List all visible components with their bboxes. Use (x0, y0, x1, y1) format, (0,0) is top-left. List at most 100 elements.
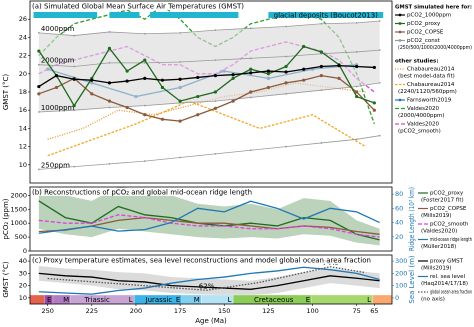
y2-tick-label: 100 (395, 282, 407, 290)
series-marker (249, 71, 253, 75)
series-marker (214, 59, 217, 62)
period-label: Triassic (83, 296, 110, 304)
x-tick-label: 150 (218, 307, 230, 315)
legend-label: rel. sea level (430, 274, 465, 280)
series-marker (37, 49, 41, 53)
y-tick-label: 0 (23, 247, 27, 255)
y-tick-label: 18 (19, 88, 27, 96)
x-tick-label: 200 (130, 307, 142, 315)
panel-title: (c) Proxy temperature estimates, sea lev… (32, 256, 371, 264)
legend-note: (Mills2019) (421, 213, 451, 219)
series-marker (107, 46, 112, 50)
series-marker (160, 85, 165, 90)
series-marker (214, 152, 217, 155)
series-marker (108, 61, 111, 64)
period-label: Jurassic (145, 296, 173, 304)
series-marker (249, 57, 252, 60)
series-marker (355, 64, 359, 69)
legend-label: pCO2_1000ppm (407, 13, 451, 19)
series-marker (285, 55, 287, 58)
series-marker (378, 49, 381, 52)
series-marker (285, 92, 287, 95)
series-marker (231, 76, 235, 80)
series-marker (143, 61, 146, 64)
y-tick-label: 1500 (10, 205, 27, 213)
series-marker (249, 149, 252, 152)
y2-tick-label: 20 (395, 233, 403, 241)
y2-tick-label: 40 (395, 219, 403, 227)
series-marker (37, 31, 40, 34)
epoch-label: E (176, 296, 180, 304)
y2-axis-label: Ridge Length (10³ km) (408, 187, 416, 251)
y2-tick-label: 200 (395, 269, 407, 277)
legend-label: pCO2_smooth (430, 222, 469, 228)
series-line (38, 216, 380, 235)
y-axis-label: GMST (°C) (2, 74, 10, 111)
uncertainty-band (38, 266, 380, 296)
legend-label: pCO2_const (407, 38, 441, 44)
line-label: 1000ppm (41, 104, 75, 112)
series-marker (179, 31, 181, 34)
x-tick-label: 175 (174, 307, 186, 315)
x-tick-label: 125 (262, 307, 274, 315)
y-tick-label: 30 (19, 269, 27, 277)
glacial-label: glacial deposits (Boucot2013) (274, 11, 379, 19)
epoch-label: L (228, 296, 232, 304)
series-marker (73, 65, 76, 68)
y-tick-label: 1000 (10, 219, 27, 227)
series-marker (284, 70, 288, 74)
epoch-label: L (367, 296, 371, 304)
series-marker (249, 27, 252, 30)
series-marker (37, 168, 40, 171)
legend-note: (best model-data fit) (398, 74, 455, 80)
series-marker (285, 145, 287, 148)
series-marker (355, 94, 359, 99)
series-marker (231, 73, 235, 77)
panel-title: (a) Simulated Global Mean Surface Air Te… (32, 2, 244, 10)
series-marker (196, 94, 200, 99)
series-marker (196, 113, 200, 117)
legend-label: pCO2_COPSE (407, 30, 444, 36)
legend-note: (250/500/1000/2000/4000ppm) (398, 45, 472, 51)
line-label: 250ppm (41, 161, 70, 169)
series-marker (378, 134, 381, 137)
series-marker (355, 21, 358, 24)
title-background (31, 2, 246, 10)
series-marker (355, 138, 358, 141)
series-marker (231, 99, 235, 103)
legend-marker (398, 30, 402, 34)
timescale-epoch (372, 294, 393, 305)
series-marker (372, 108, 376, 112)
legend-label: Valdes2020 (407, 122, 439, 128)
y-tick-label: 40 (19, 257, 27, 265)
series-line (38, 45, 375, 107)
series-marker (320, 22, 323, 25)
series-marker (178, 119, 182, 123)
y-axis-label: GMST (°C) (2, 261, 10, 298)
series-marker (107, 99, 112, 103)
y-tick-label: 500 (15, 233, 27, 241)
y2-axis-label: Sea Level (m) (408, 255, 416, 304)
series-marker (37, 92, 41, 96)
series-marker (143, 104, 146, 107)
epoch-label: L (129, 296, 133, 304)
title-background (31, 188, 254, 196)
legend-label: proxy GMST (430, 259, 464, 265)
series-marker (73, 165, 76, 168)
series-marker (372, 101, 376, 105)
panel-title: (b) Reconstructions of pCO₂ and global m… (32, 188, 252, 196)
series-marker (90, 92, 94, 96)
period-label: Cretaceous (254, 296, 294, 304)
series-line (47, 266, 366, 291)
legend-label: pCO2_proxy (430, 191, 464, 197)
series-marker (337, 64, 341, 68)
series-marker (107, 81, 112, 85)
y-tick-label: 10 (19, 161, 27, 169)
series-marker (266, 72, 270, 76)
series-marker (213, 74, 218, 78)
y-tick-label: 26 (19, 15, 27, 23)
legend-note: (Foster2017 fit) (421, 198, 464, 204)
x-tick-label: 75 (353, 307, 361, 315)
series-marker (320, 142, 323, 144)
series-marker (337, 76, 341, 80)
